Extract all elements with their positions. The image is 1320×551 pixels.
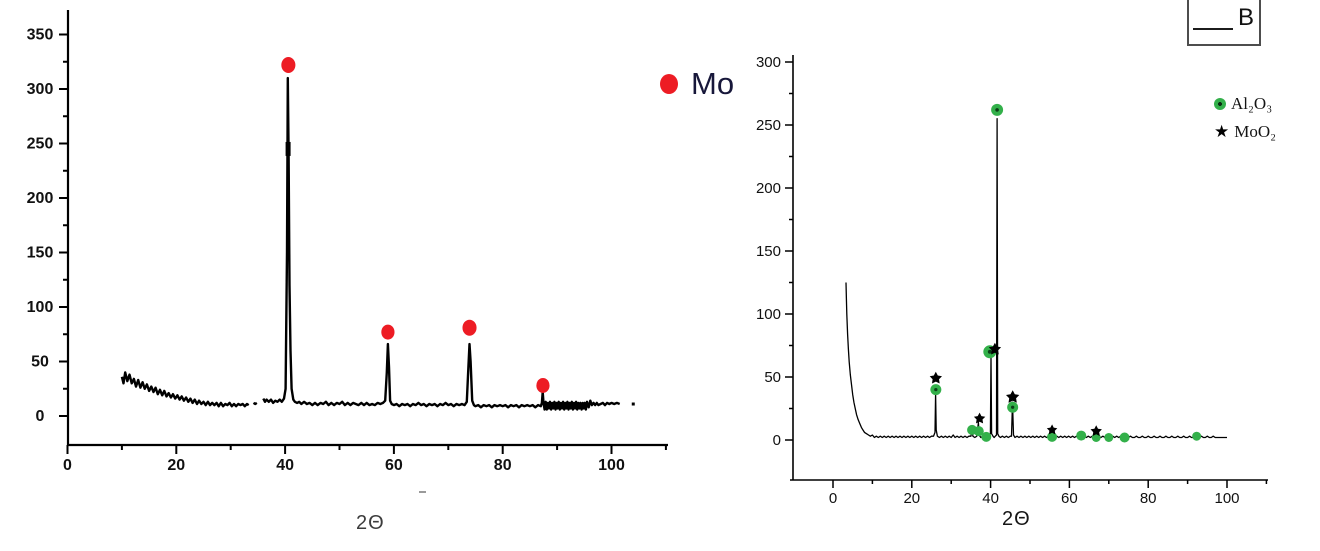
x-tick-label: 0 (63, 457, 72, 474)
xrd-trace (120, 371, 250, 408)
y-tick-label: 250 (27, 136, 54, 153)
right-x-axis-title: 2Θ (1002, 508, 1031, 530)
xrd-trace (845, 118, 1227, 439)
moo2-marker-icon: ★ (1214, 121, 1230, 142)
marker-center-dot (1011, 405, 1015, 409)
peak-marker-moo2 (1006, 390, 1020, 403)
x-tick-label: 40 (276, 457, 294, 474)
y-tick-label: 150 (756, 243, 781, 260)
x-tick-label: 0 (829, 490, 837, 507)
peak-marker-mo (281, 57, 296, 74)
x-tick-label: 60 (1061, 490, 1078, 507)
peak-marker-al2o3 (973, 426, 984, 437)
y-tick-label: 200 (27, 190, 54, 207)
peak-marker-al2o3 (981, 431, 992, 442)
line-sample-icon (1193, 28, 1233, 30)
peak-marker-al2o3 (1104, 432, 1114, 442)
x-tick-label: 100 (598, 457, 625, 474)
series-b-legend-box: B (1187, 0, 1261, 46)
peak-marker-mo (462, 319, 477, 336)
x-tick-label: 80 (494, 457, 512, 474)
mo-legend: Mo (660, 66, 734, 102)
peak-marker-moo2 (988, 342, 1002, 355)
x-tick-label: 60 (385, 457, 403, 474)
peak-marker-moo2 (1090, 425, 1102, 436)
mo-legend-label: Mo (691, 66, 735, 101)
xrd-trace (252, 401, 258, 406)
y-tick-label: 250 (756, 117, 781, 134)
y-tick-label: 50 (31, 354, 49, 371)
x-tick-label: 100 (1214, 490, 1239, 507)
peak-marker-moo2 (973, 412, 986, 424)
al2o3-marker-icon (1214, 97, 1226, 110)
al2o3-label: Al₂O₃ (1231, 93, 1273, 113)
stray-dash (419, 491, 426, 493)
y-tick-label: 0 (36, 408, 45, 425)
y-tick-label: 350 (27, 27, 54, 44)
x-tick-label: 40 (982, 490, 999, 507)
peak-marker-al2o3 (1119, 432, 1130, 443)
y-tick-label: 150 (27, 245, 54, 262)
peak-marker-mo (536, 377, 550, 393)
peak-marker-al2o3 (1076, 430, 1087, 441)
x-tick-label: 20 (167, 457, 185, 474)
y-tick-label: 50 (764, 369, 781, 386)
marker-center-dot (934, 387, 938, 392)
x-tick-label: 20 (903, 490, 920, 507)
phase-legend: Al₂O₃ ★ MoO₂ (1214, 93, 1276, 142)
phase-legend-moo2: ★ MoO₂ (1214, 121, 1276, 142)
left-x-axis-title: 2Θ (356, 512, 385, 534)
trace-blob (285, 141, 291, 156)
marker-center-dot (995, 108, 999, 112)
xrd-trace (262, 76, 621, 411)
peak-marker-mo (381, 324, 395, 340)
marker-center-dot (987, 349, 992, 354)
peak-marker-moo2 (1046, 424, 1058, 435)
stray-dot (631, 402, 635, 406)
x-tick-label: 80 (1140, 490, 1157, 507)
y-tick-label: 300 (27, 81, 54, 98)
y-tick-label: 100 (756, 306, 781, 323)
mo-marker-icon (660, 74, 678, 94)
series-b-label: B (1237, 4, 1254, 31)
phase-legend-al2o3: Al₂O₃ (1214, 93, 1276, 114)
y-tick-label: 200 (756, 180, 781, 197)
moo2-label: MoO₂ (1234, 121, 1277, 141)
y-tick-label: 100 (27, 299, 54, 316)
y-tick-label: 300 (756, 54, 781, 71)
y-tick-label: 0 (773, 432, 781, 449)
peak-marker-al2o3 (1192, 431, 1202, 441)
peak-marker-al2o3 (1047, 431, 1058, 442)
peak-marker-moo2 (929, 371, 942, 384)
